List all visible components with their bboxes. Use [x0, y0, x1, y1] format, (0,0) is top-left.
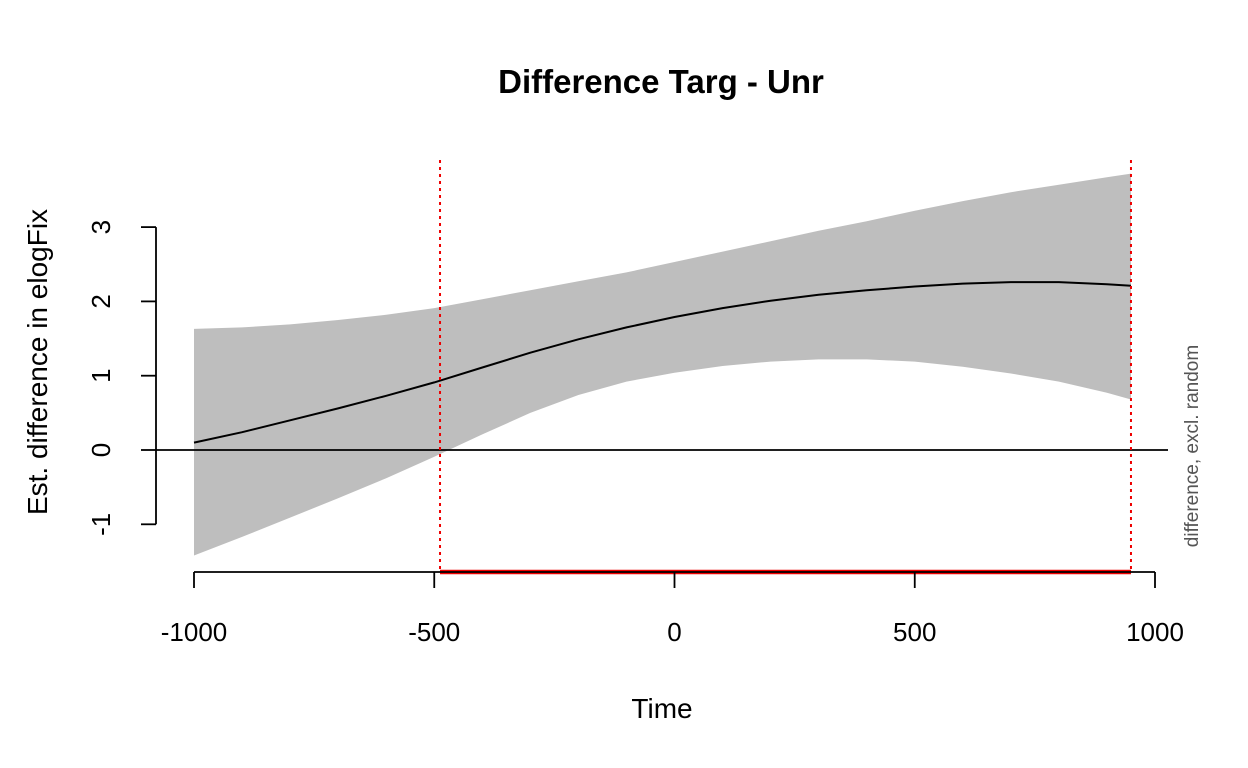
chart-title: Difference Targ - Unr	[498, 63, 824, 100]
x-tick-label: 0	[667, 617, 681, 647]
side-note: difference, excl. random	[1182, 345, 1203, 547]
y-tick-label: 0	[86, 443, 116, 457]
x-tick-label: 500	[893, 617, 936, 647]
plot-area	[156, 160, 1168, 575]
confidence-band	[194, 173, 1131, 556]
y-tick-label: 1	[86, 368, 116, 382]
x-axis-title: Time	[631, 693, 692, 724]
y-tick-label: 2	[86, 294, 116, 308]
x-tick-label: -1000	[161, 617, 228, 647]
x-tick-label: -500	[408, 617, 460, 647]
x-tick-label: 1000	[1126, 617, 1184, 647]
y-axis: -1 0 1 2 3	[86, 220, 157, 536]
estimate-line	[193, 281, 1132, 444]
x-axis: -1000 -500 0 500 1000	[161, 571, 1184, 647]
y-tick-label: 3	[86, 220, 116, 234]
y-axis-title: Est. difference in elogFix	[22, 209, 53, 515]
y-tick-label: -1	[86, 513, 116, 536]
